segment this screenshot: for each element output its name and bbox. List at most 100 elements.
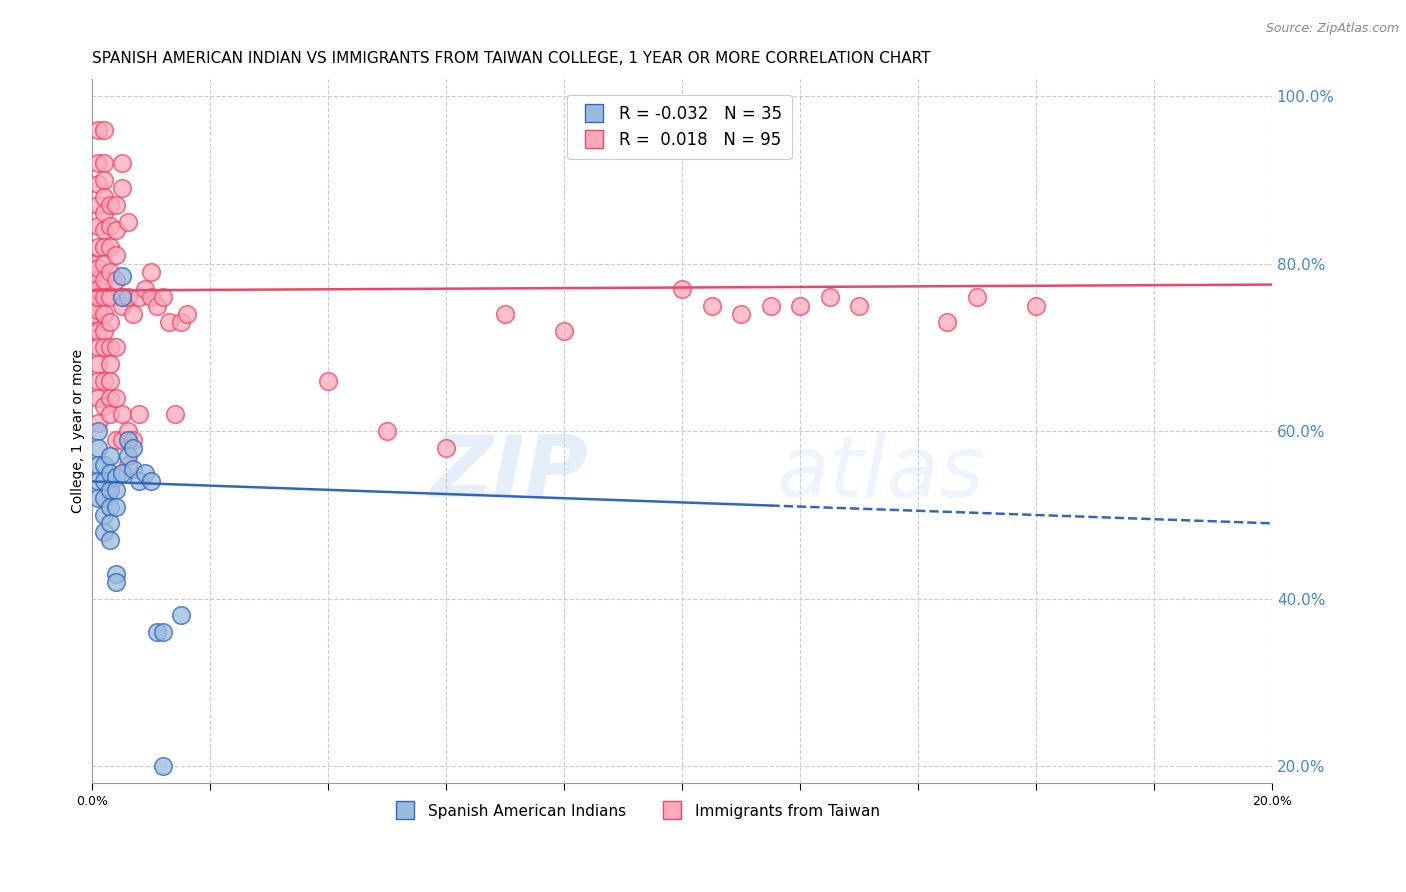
Point (122, 441, 145, 455)
Point (82, 315, 104, 329)
Point (434, 441, 457, 455)
Point (141, 475, 163, 489)
Point (98, 290, 121, 304)
Point (87, 475, 110, 489)
Point (98, 483, 121, 497)
Point (122, 462, 145, 476)
Point (141, 265, 163, 279)
Point (93, 491, 115, 506)
Point (104, 223, 127, 237)
Point (82, 307, 104, 321)
Point (93, 324, 115, 338)
Point (93, 475, 115, 489)
Point (152, 625, 174, 640)
Point (104, 391, 127, 405)
Point (93, 307, 115, 321)
Point (93, 524, 115, 539)
Point (87, 302, 110, 317)
Point (98, 450, 121, 464)
Point (176, 307, 198, 321)
Point (134, 466, 156, 480)
Point (87, 219, 110, 233)
Point (111, 408, 134, 422)
Point (1025, 299, 1047, 313)
Point (671, 282, 693, 296)
Point (936, 315, 959, 329)
Point (98, 408, 121, 422)
Point (98, 533, 121, 547)
Point (87, 424, 110, 438)
Point (98, 357, 121, 371)
Point (87, 357, 110, 371)
Point (93, 122, 115, 136)
Point (87, 260, 110, 275)
Point (98, 219, 121, 233)
Point (848, 299, 870, 313)
Point (111, 156, 134, 170)
Point (128, 475, 150, 489)
Point (87, 458, 110, 472)
Point (82, 273, 104, 287)
Point (104, 248, 127, 262)
Point (93, 173, 115, 187)
Point (87, 282, 110, 296)
Point (93, 340, 115, 354)
Point (93, 156, 115, 170)
Point (93, 189, 115, 203)
Point (818, 290, 841, 304)
Point (98, 516, 121, 531)
Point (87, 198, 110, 212)
Point (111, 269, 134, 284)
Point (93, 223, 115, 237)
Point (93, 399, 115, 413)
Point (146, 625, 169, 640)
Point (117, 450, 139, 464)
Point (146, 299, 169, 313)
Point (128, 408, 150, 422)
Point (117, 290, 139, 304)
Point (98, 198, 121, 212)
Point (104, 340, 127, 354)
Point (494, 307, 516, 321)
Point (98, 391, 121, 405)
Point (104, 566, 127, 581)
Point (169, 608, 191, 623)
Point (700, 299, 723, 313)
Point (104, 500, 127, 514)
Point (98, 265, 121, 279)
Point (111, 466, 134, 480)
Point (93, 240, 115, 254)
Point (98, 374, 121, 388)
Point (82, 257, 104, 271)
Point (111, 181, 134, 195)
Point (93, 290, 115, 304)
Point (169, 315, 191, 329)
Point (98, 315, 121, 329)
Point (98, 483, 121, 497)
Point (82, 299, 104, 313)
Text: ZIP: ZIP (430, 432, 588, 515)
Point (141, 290, 163, 304)
Point (375, 424, 398, 438)
Point (122, 433, 145, 447)
Point (87, 324, 110, 338)
Point (87, 340, 110, 354)
Point (82, 282, 104, 296)
Point (87, 416, 110, 430)
Point (87, 391, 110, 405)
Point (152, 759, 174, 773)
Point (87, 491, 110, 506)
Point (93, 273, 115, 287)
Point (93, 508, 115, 522)
Point (152, 290, 174, 304)
Point (98, 466, 121, 480)
Point (117, 215, 139, 229)
Point (82, 290, 104, 304)
Point (87, 290, 110, 304)
Point (117, 433, 139, 447)
Point (966, 290, 988, 304)
Point (98, 240, 121, 254)
Text: Source: ZipAtlas.com: Source: ZipAtlas.com (1265, 22, 1399, 36)
Point (789, 299, 811, 313)
Point (87, 122, 110, 136)
